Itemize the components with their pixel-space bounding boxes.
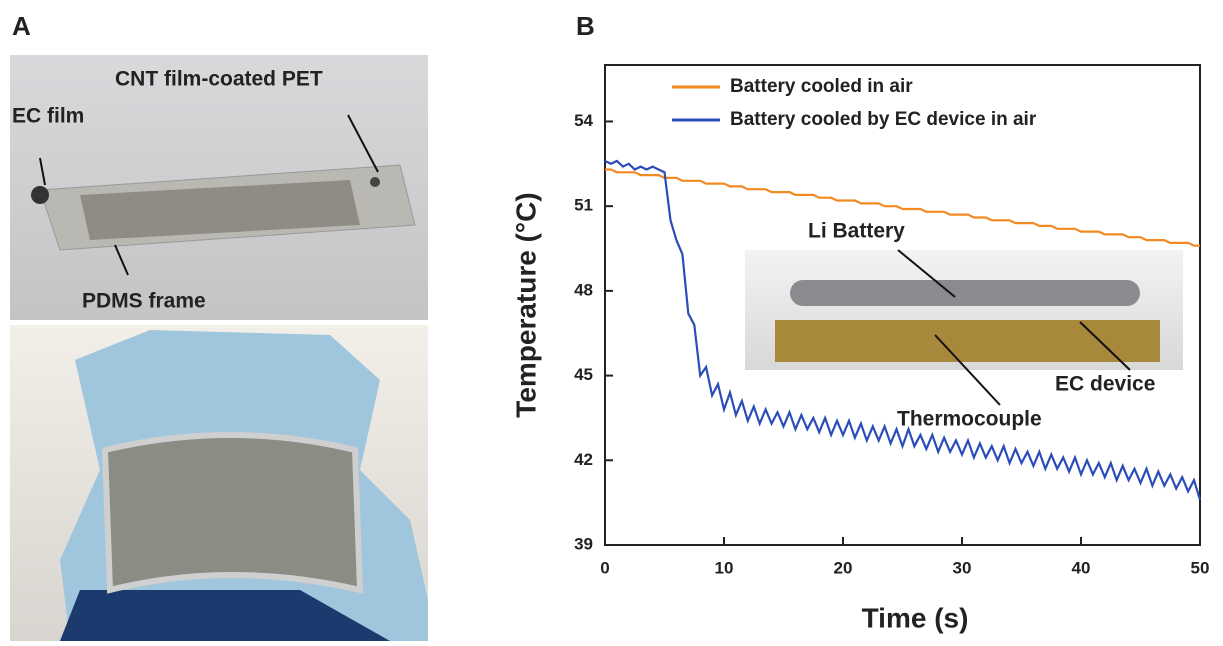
x-tick-label: 20 (834, 558, 853, 577)
annotation: EC device (1055, 373, 1155, 396)
photo-label: CNT film-coated PET (115, 68, 323, 91)
x-tick-label: 10 (715, 558, 734, 577)
x-tick-label: 50 (1191, 558, 1210, 577)
photo-film (10, 55, 428, 320)
y-tick-label: 51 (574, 196, 593, 215)
annotation: Li Battery (808, 220, 905, 243)
y-tick-label: 42 (574, 450, 593, 469)
y-axis-label: Temperature (°C) (510, 192, 541, 417)
y-tick-label: 39 (574, 534, 593, 553)
y-tick-label: 54 (574, 111, 593, 130)
y-tick-label: 45 (574, 365, 593, 384)
photo-wrist (10, 325, 428, 641)
y-tick-label: 48 (574, 280, 593, 299)
x-axis-label: Time (s) (862, 602, 969, 633)
x-tick-label: 0 (600, 558, 609, 577)
x-tick-label: 30 (953, 558, 972, 577)
panel-label: B (576, 11, 595, 41)
figure: A B EC film CNT film-coated PET PDMS fra… (0, 0, 1223, 641)
panel-label: A (12, 11, 31, 41)
annotation: Thermocouple (897, 408, 1042, 431)
legend-label: Battery cooled in air (730, 76, 913, 97)
photo-label: PDMS frame (82, 290, 206, 313)
photo-label: EC film (12, 105, 84, 128)
chart: 0 10 20 30 40 50 39 42 45 48 51 54 Time (s) Temperatu… (510, 65, 1209, 633)
legend-label: Battery cooled by EC device in air (730, 109, 1037, 130)
x-tick-label: 40 (1072, 558, 1091, 577)
